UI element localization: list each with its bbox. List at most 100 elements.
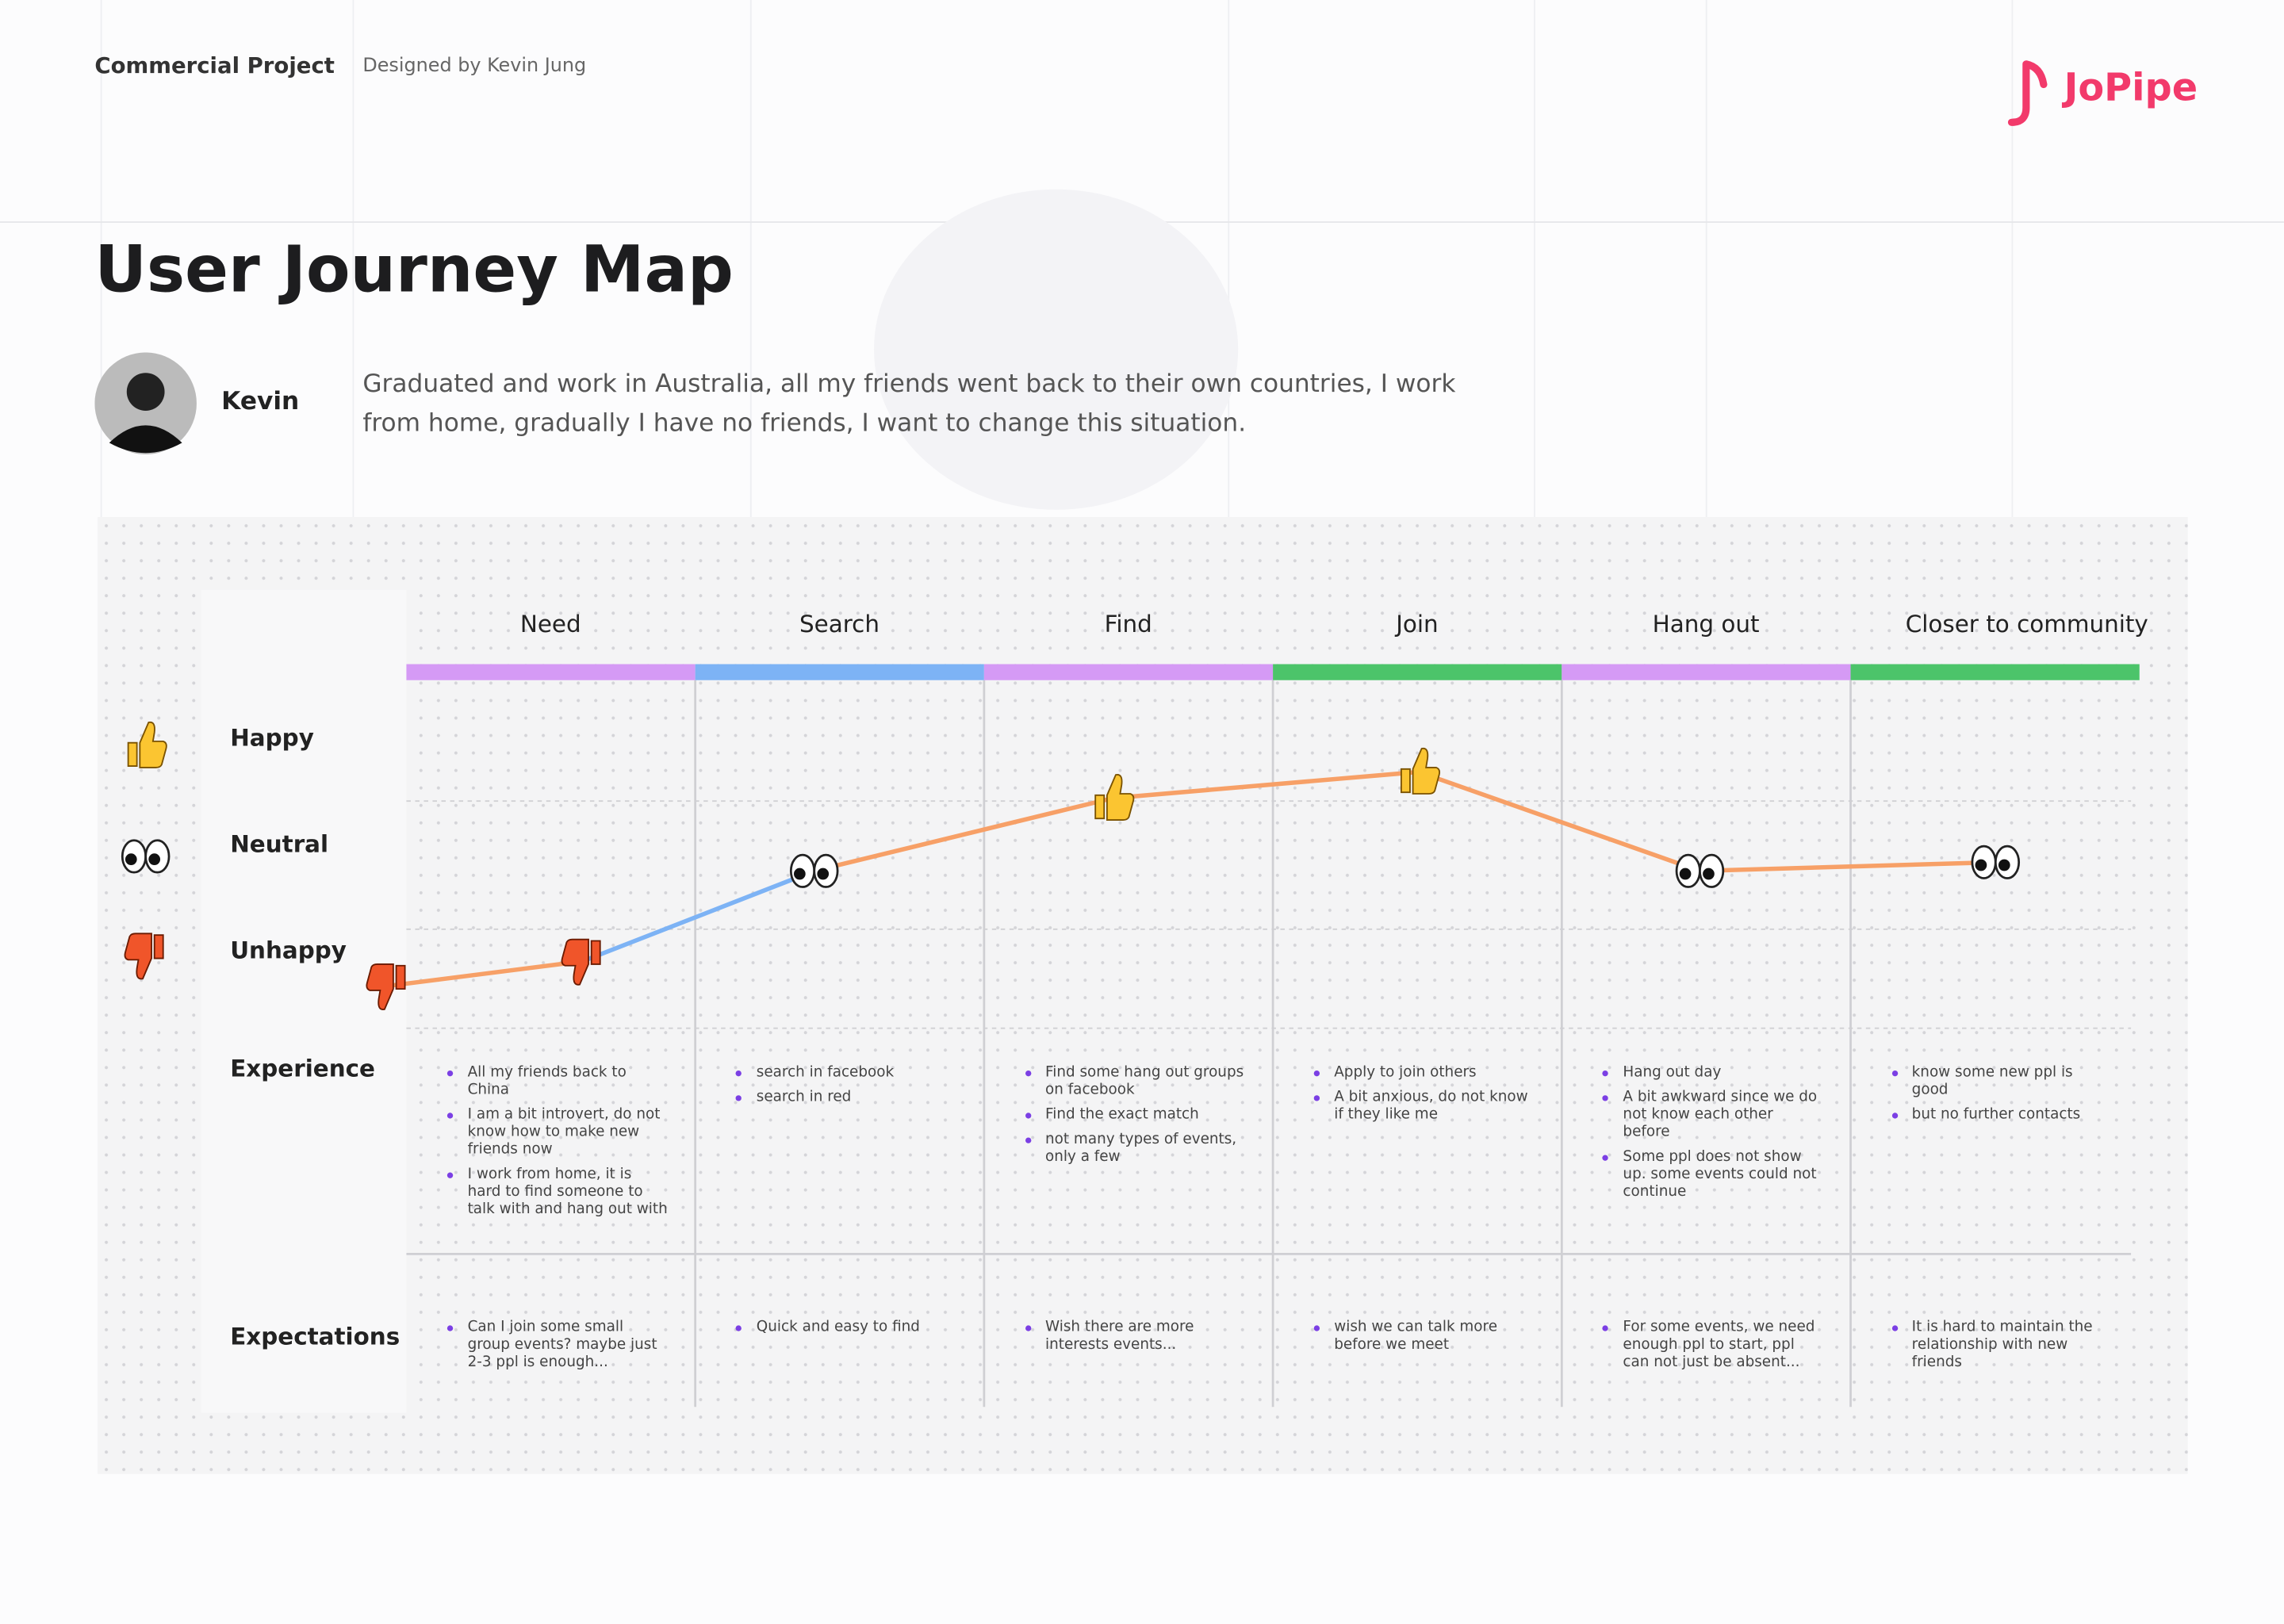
expectations-list: Quick and easy to find: [736, 1320, 958, 1344]
experience-item: I work from home, it is hard to find som…: [446, 1166, 668, 1218]
curve-segment: [387, 959, 584, 989]
designer-label: Designed by Kevin Jung: [362, 55, 587, 78]
persona-quote: Graduated and work in Australia, all my …: [362, 370, 1456, 439]
eyes-icon: [1675, 853, 1725, 888]
thumb-up-icon: [1094, 774, 1135, 821]
experience-item: search in facebook: [736, 1065, 958, 1082]
stage-name: Hang out: [1652, 610, 1760, 638]
icon-shape: [124, 933, 164, 980]
pupil: [1703, 868, 1715, 880]
stage-name: Closer to community: [1905, 610, 2148, 638]
experience-item: A bit awkward since we do not know each …: [1602, 1090, 1824, 1142]
eyes-icon: [1971, 845, 2021, 879]
experience-item: Apply to join others: [1313, 1065, 1535, 1082]
bg-line: [100, 0, 102, 518]
row-label: Expectations: [230, 1322, 400, 1350]
expectations-list: wish we can talk more before we meet: [1313, 1320, 1535, 1362]
pupil: [148, 853, 161, 865]
label-column: [201, 589, 407, 1413]
stage-name: Search: [799, 610, 879, 638]
experience-list: Hang out day A bit awkward since we do no…: [1602, 1065, 1824, 1209]
experience-item: Find some hang out groups on facebook: [1025, 1065, 1247, 1100]
expectations-item: For some events, we need enough ppl to s…: [1602, 1320, 1824, 1372]
stage-bar: [1562, 664, 1851, 680]
experience-list: All my friends back to China I am a bit i…: [446, 1065, 669, 1227]
expectations-list: It is hard to maintain the relationship …: [1891, 1320, 2113, 1379]
bg-line: [749, 0, 752, 518]
logo-text: JoPipe: [2064, 67, 2198, 111]
stage-bar: [1273, 664, 1562, 680]
expectations-item: Can I join some small group events? mayb…: [446, 1320, 669, 1372]
avatar: [94, 352, 197, 455]
logo-icon: [2007, 60, 2048, 126]
row-label: Experience: [230, 1054, 375, 1082]
bg-line: [1534, 0, 1535, 518]
thumb-down-icon: [366, 963, 406, 1010]
emotion-label: Neutral: [230, 829, 329, 858]
stage-bar: [406, 664, 696, 680]
stage-bar: [983, 664, 1274, 680]
curve-segment: [1113, 769, 1420, 801]
expectations-item: wish we can talk more before we meet: [1313, 1320, 1535, 1354]
stage-name: Find: [1104, 610, 1152, 638]
experience-item: A bit anxious, do not know if they like …: [1313, 1090, 1535, 1124]
experience-item: Find the exact match: [1025, 1107, 1247, 1124]
experience-list: know some new ppl is good but no further …: [1891, 1065, 2113, 1132]
curve-segment: [1418, 769, 1701, 873]
pupil: [794, 868, 806, 880]
curve-segment: [814, 795, 1113, 874]
pupil: [125, 853, 137, 865]
emotion-label: Happy: [230, 723, 314, 752]
stage-name: Join: [1396, 610, 1439, 638]
eyes-icon: [789, 853, 839, 888]
pupil: [1998, 859, 2010, 871]
bg-line: [1228, 0, 1230, 518]
expectations-list: For some events, we need enough ppl to s…: [1602, 1320, 1824, 1379]
thumb-up-icon: [127, 721, 167, 768]
thumb-down-icon: [124, 933, 164, 980]
eyes-icon: [121, 839, 171, 874]
persona-name: Kevin: [221, 387, 300, 417]
bg-circle: [874, 189, 1239, 510]
icon-shape: [127, 721, 167, 768]
expectations-list: Wish there are more interests events...: [1025, 1320, 1247, 1362]
curve-segment: [581, 868, 815, 963]
experience-list: Find some hang out groups on facebook Fin…: [1025, 1065, 1247, 1174]
pupil: [817, 868, 830, 880]
bg-line: [2011, 0, 2014, 518]
pupil: [1975, 859, 1987, 871]
experience-item: I am a bit introvert, do not know how to…: [446, 1107, 669, 1159]
pupil: [1679, 868, 1692, 880]
experience-item: know some new ppl is good: [1891, 1065, 2113, 1100]
icon-shape: [561, 938, 601, 986]
thumb-down-icon: [561, 938, 601, 986]
expectations-item: Wish there are more interests events...: [1025, 1320, 1247, 1354]
experience-item: Hang out day: [1602, 1065, 1824, 1082]
curve-segment: [1700, 860, 1996, 874]
experience-item: search in red: [736, 1090, 958, 1107]
stage-bar: [1850, 664, 2140, 680]
thumb-up-icon: [1400, 747, 1441, 795]
bg-line: [1705, 0, 1707, 518]
expectations-item: It is hard to maintain the relationship …: [1891, 1320, 2113, 1372]
stage-bar: [695, 664, 984, 680]
expectations-item: Quick and easy to find: [736, 1320, 958, 1337]
icon-shape: [1094, 774, 1135, 821]
icon-shape: [366, 963, 406, 1010]
experience-item: Some ppl does not show up. some events c…: [1602, 1149, 1824, 1201]
bg-line: [352, 0, 354, 518]
emotion-label: Unhappy: [230, 936, 347, 964]
page-title: User Journey Map: [94, 232, 734, 308]
experience-item: but no further contacts: [1891, 1107, 2113, 1124]
experience-list: Apply to join others A bit anxious, do no…: [1313, 1065, 1535, 1132]
experience-item: All my friends back to China: [446, 1065, 669, 1100]
stage-name: Need: [519, 610, 581, 638]
experience-item: not many types of events, only a few: [1025, 1132, 1247, 1166]
project-label: Commercial Project: [94, 52, 335, 79]
expectations-list: Can I join some small group events? mayb…: [446, 1320, 669, 1379]
experience-list: search in facebook search in red: [736, 1065, 958, 1114]
icon-shape: [1400, 747, 1441, 795]
